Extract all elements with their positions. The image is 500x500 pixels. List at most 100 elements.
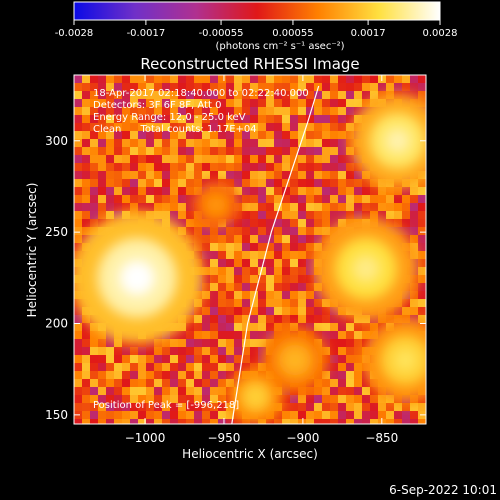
heatmap-cell bbox=[74, 355, 82, 363]
y-axis-ticks: 150 200 250 300 bbox=[45, 134, 426, 422]
heatmap-cell bbox=[306, 195, 314, 203]
heatmap-cell bbox=[218, 123, 226, 131]
heatmap-cell bbox=[338, 163, 346, 171]
heatmap-cell bbox=[218, 379, 226, 387]
heatmap-cell bbox=[338, 323, 346, 331]
heatmap-cell bbox=[338, 387, 346, 395]
heatmap-cell bbox=[106, 403, 114, 411]
heatmap-cell bbox=[266, 123, 274, 131]
heatmap-cell bbox=[242, 123, 250, 131]
heatmap-cell bbox=[338, 315, 346, 323]
heatmap-cell bbox=[82, 339, 90, 347]
heatmap-cell bbox=[394, 219, 402, 227]
heatmap-cell bbox=[226, 291, 234, 299]
heatmap-cell bbox=[106, 139, 114, 147]
heatmap-cell bbox=[298, 147, 306, 155]
heatmap-cell bbox=[386, 211, 394, 219]
heatmap-cell bbox=[98, 403, 106, 411]
heatmap-cell bbox=[346, 339, 354, 347]
heatmap-cell bbox=[138, 355, 146, 363]
heatmap-cell bbox=[298, 227, 306, 235]
heatmap-cell bbox=[202, 275, 210, 283]
heatmap-cell bbox=[410, 243, 418, 251]
heatmap-cell bbox=[354, 211, 362, 219]
heatmap-cell bbox=[106, 387, 114, 395]
heatmap-cell bbox=[98, 91, 106, 99]
heatmap-cell bbox=[194, 355, 202, 363]
heatmap-cell bbox=[194, 163, 202, 171]
heatmap-cell bbox=[162, 107, 170, 115]
heatmap-cell bbox=[370, 203, 378, 211]
heatmap-cell bbox=[306, 123, 314, 131]
heatmap-cell bbox=[114, 411, 122, 419]
heatmap-cell bbox=[274, 179, 282, 187]
heatmap-cell bbox=[274, 83, 282, 91]
heatmap-cell bbox=[170, 355, 178, 363]
heatmap-cell bbox=[354, 187, 362, 195]
heatmap-cell bbox=[338, 395, 346, 403]
heatmap-cell bbox=[218, 403, 226, 411]
heatmap-cell bbox=[386, 419, 394, 424]
heatmap-cell bbox=[274, 219, 282, 227]
heatmap-cell bbox=[74, 163, 82, 171]
heatmap-cell bbox=[314, 91, 322, 99]
heatmap-cell bbox=[114, 115, 122, 123]
heatmap-cell bbox=[258, 275, 266, 283]
heatmap-cell bbox=[74, 307, 82, 315]
heatmap-cell bbox=[266, 171, 274, 179]
heatmap-cell bbox=[138, 147, 146, 155]
heatmap-cell bbox=[306, 387, 314, 395]
heatmap-cell bbox=[242, 251, 250, 259]
heatmap-cell bbox=[338, 419, 346, 424]
heatmap-cell bbox=[218, 307, 226, 315]
heatmap-cell bbox=[218, 283, 226, 291]
heatmap-cell bbox=[154, 395, 162, 403]
heatmap-cell bbox=[90, 75, 98, 83]
heatmap-cell bbox=[146, 387, 154, 395]
heatmap-cell bbox=[242, 243, 250, 251]
heatmap-cell bbox=[242, 163, 250, 171]
heatmap-cell bbox=[170, 403, 178, 411]
heatmap-cell bbox=[210, 235, 218, 243]
heatmap-cell bbox=[290, 99, 298, 107]
heatmap-cell bbox=[330, 187, 338, 195]
heatmap-cell bbox=[162, 203, 170, 211]
heatmap-cell bbox=[258, 147, 266, 155]
heatmap-cell bbox=[106, 163, 114, 171]
heatmap-cell bbox=[306, 283, 314, 291]
heatmap-cell bbox=[362, 323, 370, 331]
heatmap-cell bbox=[274, 155, 282, 163]
heatmap-cell bbox=[114, 379, 122, 387]
heatmap-cell bbox=[290, 147, 298, 155]
heatmap-cell bbox=[162, 171, 170, 179]
heatmap-cell bbox=[106, 395, 114, 403]
heatmap-cell bbox=[122, 395, 130, 403]
heatmap-cell bbox=[370, 75, 378, 83]
colorbar-tick-label: 0.0017 bbox=[351, 28, 386, 39]
heatmap-cell bbox=[98, 211, 106, 219]
heatmap-cell bbox=[82, 363, 90, 371]
heatmap-cell bbox=[218, 83, 226, 91]
heatmap-cell bbox=[402, 227, 410, 235]
heatmap-cell bbox=[186, 75, 194, 83]
heatmap-cell bbox=[146, 75, 154, 83]
heatmap-cell bbox=[242, 275, 250, 283]
heatmap-cell bbox=[250, 123, 258, 131]
heatmap-cell bbox=[90, 131, 98, 139]
heatmap-cell bbox=[346, 131, 354, 139]
heatmap-cell bbox=[154, 75, 162, 83]
heatmap-cell bbox=[186, 339, 194, 347]
heatmap-cell bbox=[178, 115, 186, 123]
heatmap-cell bbox=[114, 99, 122, 107]
heatmap-cell bbox=[250, 323, 258, 331]
heatmap-cell bbox=[242, 235, 250, 243]
heatmap-cell bbox=[354, 411, 362, 419]
heatmap-cell bbox=[74, 115, 82, 123]
heatmap-cell bbox=[258, 315, 266, 323]
heatmap-cell bbox=[210, 227, 218, 235]
heatmap-cell bbox=[250, 235, 258, 243]
heatmap-cell bbox=[82, 187, 90, 195]
heatmap-cell bbox=[178, 379, 186, 387]
heatmap-cell bbox=[82, 211, 90, 219]
heatmap-cell bbox=[210, 355, 218, 363]
